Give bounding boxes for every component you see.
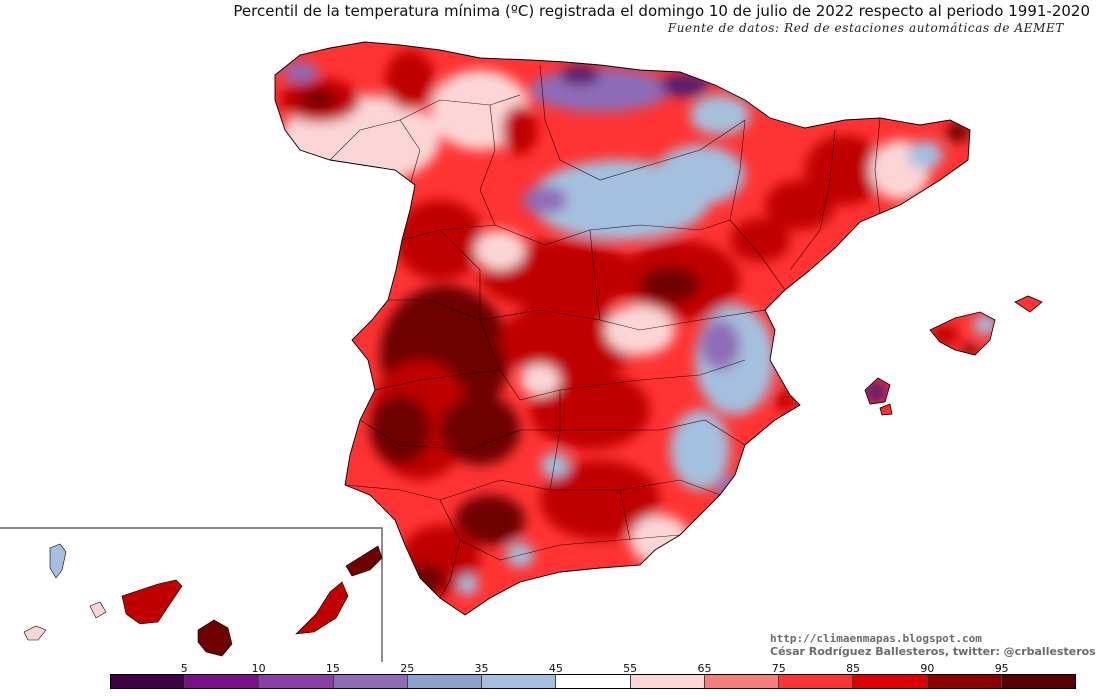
legend-swatch xyxy=(1002,675,1075,688)
legend-swatch xyxy=(705,675,779,688)
canary-islands-inset xyxy=(0,528,382,662)
field-blob xyxy=(541,453,569,477)
island-lanzarote xyxy=(346,546,382,576)
field-blob xyxy=(907,141,943,169)
legend-swatch xyxy=(556,675,630,688)
field-blob xyxy=(717,476,753,504)
balear-base xyxy=(860,290,1050,420)
field-blob xyxy=(502,105,538,155)
legend-swatch xyxy=(853,675,927,688)
legend-swatch xyxy=(928,675,1002,688)
island-la-gomera xyxy=(90,602,106,618)
field-blob xyxy=(385,50,435,110)
peninsula-field xyxy=(260,40,980,630)
island-gran-canaria xyxy=(198,620,232,656)
island-fuerteventura xyxy=(296,582,348,634)
field-blob xyxy=(405,564,445,596)
field-blob xyxy=(440,395,520,465)
field-blob xyxy=(530,68,670,112)
legend-swatch xyxy=(631,675,705,688)
balearic-islands xyxy=(860,290,1050,420)
credit-url: http://climaenmapas.blogspot.com xyxy=(770,632,982,645)
field-blob xyxy=(630,515,690,565)
legend-swatch xyxy=(259,675,333,688)
temperature-percentile-map xyxy=(0,0,1098,696)
legend-color-bar xyxy=(110,674,1076,689)
field-blob xyxy=(560,65,600,85)
legend-swatch xyxy=(779,675,853,688)
island-la-palma xyxy=(50,544,66,578)
island-el-hierro xyxy=(24,626,46,640)
legend-swatch xyxy=(408,675,482,688)
field-blob xyxy=(458,575,478,595)
field-blob xyxy=(690,95,750,135)
field-blob xyxy=(475,230,525,270)
legend-swatch xyxy=(482,675,556,688)
field-blob xyxy=(655,145,745,205)
field-blob xyxy=(773,390,797,410)
field-blob xyxy=(670,410,730,490)
field-blob xyxy=(864,380,888,404)
field-blob xyxy=(946,122,970,142)
field-blob xyxy=(395,200,485,280)
field-blob xyxy=(660,73,710,97)
legend-swatch xyxy=(334,675,408,688)
field-blob xyxy=(523,186,567,214)
field-blob xyxy=(700,320,740,370)
island-tenerife xyxy=(122,580,182,624)
field-blob xyxy=(640,267,700,303)
legend-swatch xyxy=(111,675,185,688)
legend-swatch xyxy=(185,675,259,688)
balearic-coastline xyxy=(865,296,1042,415)
credit-author: César Rodríguez Ballesteros, twitter: @c… xyxy=(770,645,1096,658)
field-blob xyxy=(300,90,336,110)
field-blob xyxy=(931,325,959,345)
field-blob xyxy=(370,395,430,465)
